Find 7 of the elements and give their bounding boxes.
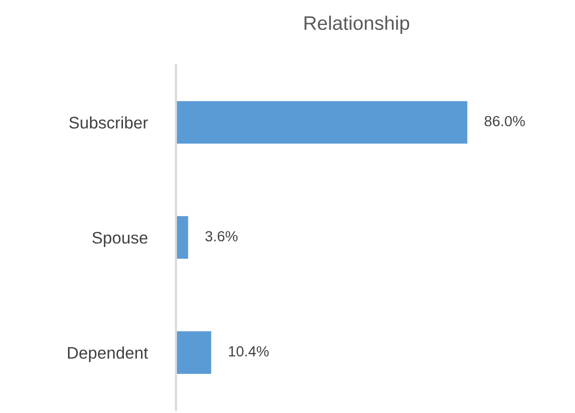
data-label: 86.0% — [484, 116, 525, 126]
data-label: 3.6% — [205, 231, 238, 242]
chart-title: Relationship — [304, 16, 410, 34]
y-tick-label: Spouse — [92, 232, 148, 247]
data-label: 10.4% — [228, 346, 269, 356]
y-tick-label: Subscriber — [69, 116, 148, 129]
y-tick-label: Dependent — [68, 346, 148, 362]
